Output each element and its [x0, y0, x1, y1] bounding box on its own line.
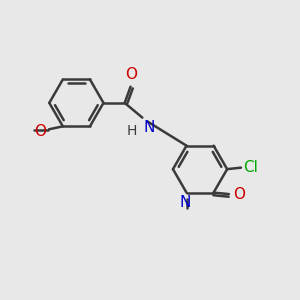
Text: O: O	[34, 124, 46, 139]
Text: O: O	[233, 187, 245, 202]
Text: H: H	[127, 124, 137, 138]
Text: Cl: Cl	[243, 160, 258, 175]
Text: N: N	[179, 195, 191, 210]
Text: N: N	[144, 120, 155, 135]
Text: O: O	[125, 67, 137, 82]
